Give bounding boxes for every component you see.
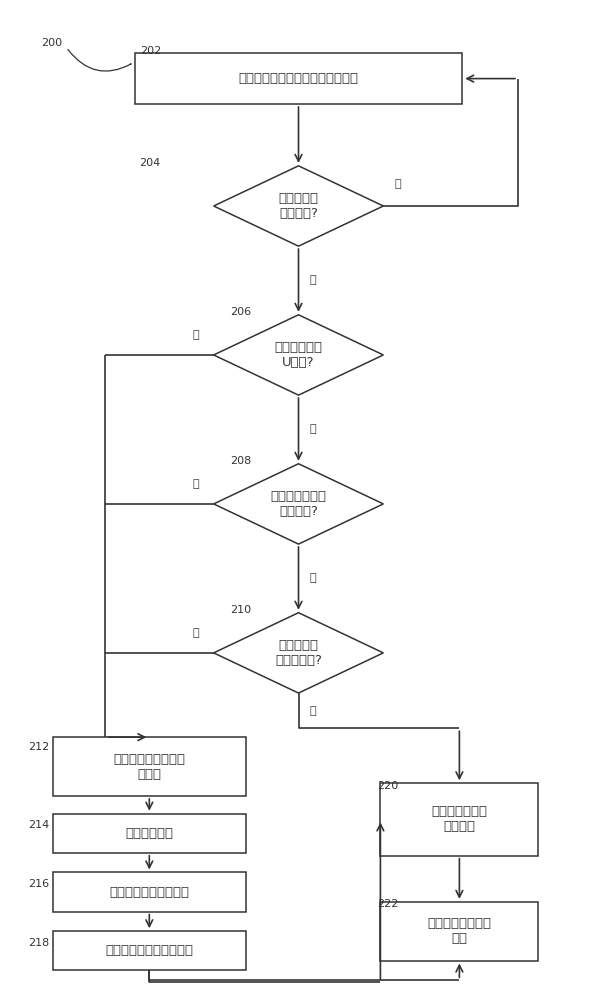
Text: 确定被错过拐弯
是有意的: 确定被错过拐弯 是有意的	[432, 805, 487, 833]
Text: 驾驶者继续
所规划路线?: 驾驶者继续 所规划路线?	[275, 639, 322, 667]
Text: 否: 否	[310, 573, 316, 583]
FancyBboxPatch shape	[53, 872, 246, 912]
Text: 驾驶者进行了
U拐弯?: 驾驶者进行了 U拐弯?	[275, 341, 322, 369]
Text: 218: 218	[28, 938, 50, 948]
Text: 是: 是	[192, 330, 199, 340]
FancyBboxPatch shape	[380, 902, 538, 961]
Text: 216: 216	[28, 879, 50, 889]
Text: 214: 214	[28, 820, 50, 830]
Text: 220: 220	[377, 781, 398, 791]
Text: 将消息发射到中央服务器: 将消息发射到中央服务器	[105, 944, 193, 957]
Text: 收集情境数据: 收集情境数据	[125, 827, 173, 840]
Text: 是: 是	[192, 628, 199, 638]
Text: 206: 206	[230, 307, 251, 317]
Text: 利用情境数据产生消息: 利用情境数据产生消息	[109, 886, 189, 898]
Text: 否: 否	[310, 706, 316, 716]
FancyBboxPatch shape	[53, 814, 246, 853]
Text: 继续逐个拐弯方向
指导: 继续逐个拐弯方向 指导	[427, 917, 491, 945]
FancyBboxPatch shape	[135, 53, 462, 104]
Text: 驾驶者盘旋回到
十字路口?: 驾驶者盘旋回到 十字路口?	[270, 490, 327, 518]
Polygon shape	[214, 166, 383, 246]
Text: 确定被错过拐弯不是
有意的: 确定被错过拐弯不是 有意的	[113, 753, 185, 781]
Text: 204: 204	[139, 158, 161, 168]
Text: 检测到驾驶者未进行所安排的拐弯: 检测到驾驶者未进行所安排的拐弯	[238, 72, 359, 85]
Text: 是: 是	[395, 179, 401, 189]
FancyArrowPatch shape	[68, 49, 131, 71]
Text: 否: 否	[310, 424, 316, 434]
Text: 208: 208	[230, 456, 251, 466]
Polygon shape	[214, 464, 383, 544]
Polygon shape	[214, 315, 383, 395]
Text: 是: 是	[192, 479, 199, 489]
Text: 否: 否	[310, 275, 316, 285]
FancyBboxPatch shape	[53, 931, 246, 970]
Text: 212: 212	[28, 742, 50, 752]
Text: 200: 200	[41, 38, 62, 48]
Text: 202: 202	[140, 46, 162, 56]
Text: 222: 222	[377, 899, 398, 909]
Text: 驾驶者停在
不同位置?: 驾驶者停在 不同位置?	[278, 192, 319, 220]
FancyBboxPatch shape	[380, 783, 538, 856]
Polygon shape	[214, 613, 383, 693]
FancyBboxPatch shape	[53, 737, 246, 796]
Text: 210: 210	[230, 605, 251, 615]
